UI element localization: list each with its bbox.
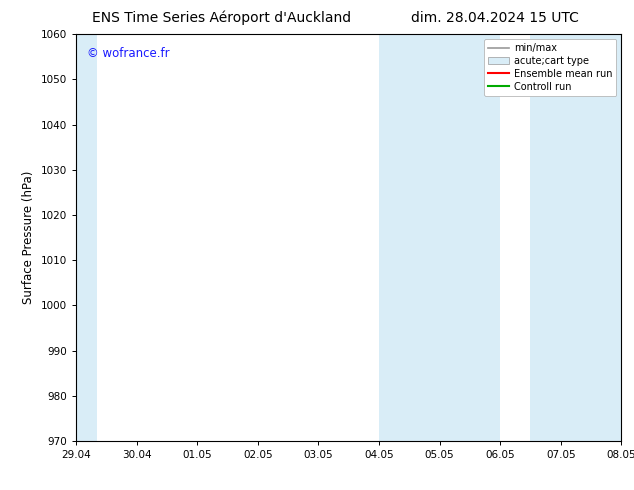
- Y-axis label: Surface Pressure (hPa): Surface Pressure (hPa): [22, 171, 36, 304]
- Bar: [531, 34, 621, 441]
- Text: © wofrance.fr: © wofrance.fr: [87, 47, 170, 59]
- Bar: [76, 34, 97, 441]
- Bar: [379, 34, 500, 441]
- Text: ENS Time Series Aéroport d'Auckland: ENS Time Series Aéroport d'Auckland: [93, 11, 351, 25]
- Text: dim. 28.04.2024 15 UTC: dim. 28.04.2024 15 UTC: [411, 11, 578, 25]
- Legend: min/max, acute;cart type, Ensemble mean run, Controll run: min/max, acute;cart type, Ensemble mean …: [484, 39, 616, 96]
